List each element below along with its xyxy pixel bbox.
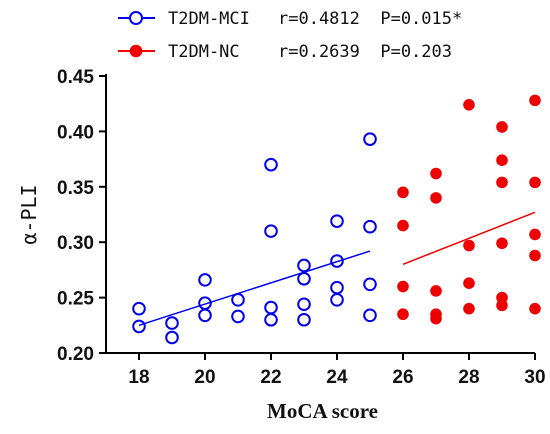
data-point (330, 280, 344, 295)
regression-line (138, 250, 371, 327)
legend-series-name: T2DM-NC (168, 42, 240, 62)
data-point (264, 224, 278, 238)
data-point (297, 312, 311, 327)
data-point (297, 258, 311, 273)
legend-item: T2DM-NC r=0.2639 P=0.203 (118, 42, 452, 62)
y-tick-label: 0.35 (57, 178, 94, 199)
data-point (463, 99, 475, 111)
y-axis-label: α-PLI (17, 184, 41, 244)
series-1 (397, 94, 541, 325)
legend-series-name: T2DM-MCI (168, 9, 250, 29)
data-point (330, 293, 344, 307)
series-0 (132, 132, 377, 345)
legend-stats: r=0.4812 P=0.015* (278, 9, 462, 29)
data-point (330, 214, 344, 228)
data-point (264, 157, 278, 172)
x-tick-label: 30 (524, 367, 545, 388)
data-point (496, 299, 508, 312)
data-point (363, 219, 377, 234)
data-point (430, 285, 442, 297)
y-tick-label: 0.45 (57, 67, 94, 88)
data-point (132, 319, 146, 334)
legend-stats: r=0.2639 P=0.203 (278, 42, 452, 62)
data-point (430, 192, 442, 204)
data-point (165, 330, 179, 345)
y-tick-label: 0.40 (57, 122, 94, 143)
data-point (363, 132, 377, 146)
x-tick-label: 22 (260, 367, 281, 388)
data-point (463, 277, 475, 289)
data-point (363, 308, 377, 323)
y-tick-label: 0.25 (57, 289, 94, 310)
data-point (297, 297, 311, 312)
data-point (496, 154, 508, 167)
y-tick-label: 0.30 (57, 233, 94, 254)
data-point (529, 249, 541, 262)
data-point (397, 308, 409, 321)
data-point (132, 301, 146, 316)
data-point (330, 254, 344, 268)
x-tick-label: 20 (194, 367, 215, 388)
data-point (529, 302, 541, 315)
data-point (231, 309, 245, 324)
data-point (529, 228, 541, 241)
data-point (264, 312, 278, 327)
data-point (198, 308, 212, 323)
x-axis-label: MoCA score (267, 399, 378, 423)
axes (105, 74, 535, 354)
data-point (198, 273, 212, 287)
data-point (397, 280, 409, 293)
legend-marker (129, 11, 143, 25)
series-layer (132, 94, 541, 345)
data-point (264, 300, 278, 315)
data-point (165, 316, 179, 330)
data-point (496, 121, 508, 133)
data-point (297, 271, 311, 286)
y-ticks: 0.20 0.25 0.30 0.35 0.40 0.45 (57, 67, 106, 365)
y-tick-label: 0.20 (57, 344, 94, 365)
data-point (430, 167, 442, 180)
x-tick-label: 26 (392, 367, 413, 388)
x-tick-label: 18 (128, 367, 149, 388)
x-tick-label: 24 (326, 367, 348, 388)
data-point (397, 219, 409, 232)
data-point (529, 176, 541, 189)
data-point (430, 312, 442, 325)
data-point (529, 94, 541, 107)
data-point (397, 186, 409, 199)
data-point (463, 302, 475, 315)
data-point (231, 293, 245, 307)
x-tick-label: 28 (458, 367, 479, 388)
data-point (496, 176, 508, 189)
legend: T2DM-MCI r=0.4812 P=0.015* T2DM-NC r=0.2639… (118, 9, 462, 62)
data-point (496, 237, 508, 250)
data-point (363, 277, 377, 292)
x-ticks: 18 20 22 24 26 28 30 (128, 353, 546, 388)
regression-line (402, 211, 536, 266)
legend-marker (129, 44, 143, 58)
legend-item: T2DM-MCI r=0.4812 P=0.015* (118, 9, 462, 29)
data-point (463, 239, 475, 252)
